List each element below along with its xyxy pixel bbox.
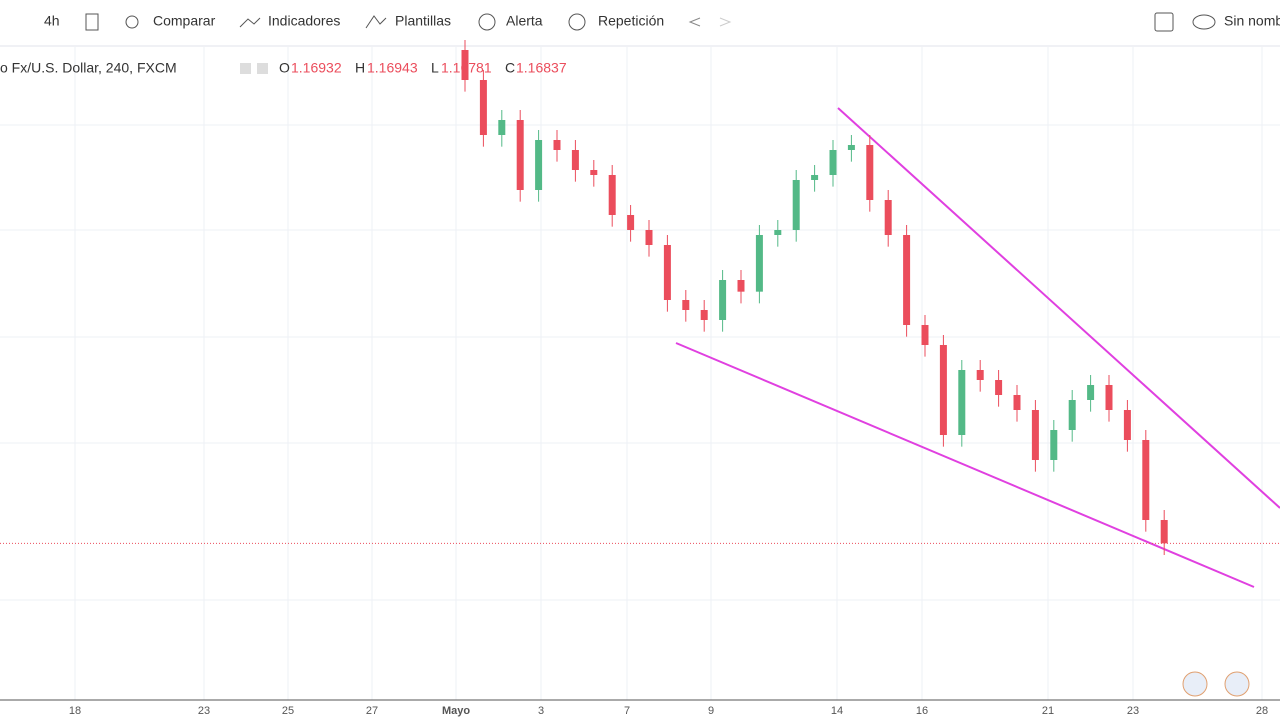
replay-icon [568, 13, 586, 31]
interval-button[interactable]: 4h [44, 13, 60, 29]
ohlc-value: 1.16932 [291, 60, 342, 76]
candle-body [884, 200, 892, 235]
alert-icon [478, 13, 496, 31]
x-tick-label: 25 [282, 705, 294, 717]
legend-icon[interactable] [240, 63, 251, 74]
chart-style-icon[interactable] [85, 13, 99, 31]
candle-body [1123, 410, 1131, 440]
candle-body [1013, 395, 1021, 410]
x-tick-label: 14 [831, 705, 843, 717]
x-tick-label: 9 [708, 705, 714, 717]
candle-body [516, 120, 524, 190]
alert-button[interactable]: Alerta [506, 13, 543, 29]
x-tick-label: 23 [1127, 705, 1139, 717]
undo-button[interactable] [688, 17, 701, 27]
candle-body [627, 215, 635, 230]
x-tick-label: 21 [1042, 705, 1054, 717]
compare-button[interactable]: Comparar [153, 13, 216, 29]
candle-body [1031, 410, 1039, 460]
candle-body [1087, 385, 1095, 400]
x-tick-label: 28 [1256, 705, 1268, 717]
layout-name[interactable]: Sin nomb [1224, 13, 1280, 29]
candle-body [535, 140, 543, 190]
fullscreen-button[interactable] [1154, 12, 1174, 32]
ohlc-label: O [279, 60, 290, 76]
candle-body [700, 310, 708, 320]
templates-button[interactable]: Plantillas [395, 13, 451, 29]
ohlc-value: 1.16943 [367, 60, 418, 76]
candle-body [663, 245, 671, 300]
toolbar [0, 0, 1280, 46]
candle-body [1068, 400, 1076, 430]
ohlc-label: H [355, 60, 365, 76]
candle-body [774, 230, 782, 235]
trend-line[interactable] [837, 107, 1280, 509]
candle-body [1105, 385, 1113, 410]
event-icon[interactable] [1224, 671, 1250, 697]
x-tick-label: Mayo [442, 705, 470, 717]
x-tick-label: 23 [198, 705, 210, 717]
candle-body [608, 175, 616, 215]
ohlc-label: L [431, 60, 439, 76]
x-tick-label: 7 [624, 705, 630, 717]
cloud-icon [1192, 14, 1216, 30]
x-tick-label: 16 [916, 705, 928, 717]
grid [0, 47, 1280, 700]
candle-body [479, 80, 487, 135]
candle-body [1160, 520, 1168, 544]
candle-body [958, 370, 966, 435]
candle-body [645, 230, 653, 245]
symbol-title: o Fx/U.S. Dollar, 240, FXCM [0, 60, 177, 76]
candle-body [590, 170, 598, 175]
legend-icon[interactable] [257, 63, 268, 74]
ohlc-label: C [505, 60, 515, 76]
candle-body [682, 300, 690, 310]
trend-line[interactable] [675, 342, 1255, 588]
x-tick-label: 18 [69, 705, 81, 717]
indicators-icon [239, 17, 261, 28]
candle-body [866, 145, 874, 200]
candle-body [719, 280, 727, 320]
candle-body [811, 175, 819, 180]
candle-body [571, 150, 579, 170]
templates-icon [365, 15, 387, 29]
replay-button[interactable]: Repetición [598, 13, 664, 29]
candle-body [921, 325, 929, 345]
candle-body [737, 280, 745, 292]
candle-body [847, 145, 855, 150]
indicators-button[interactable]: Indicadores [268, 13, 340, 29]
candle-body [461, 50, 469, 80]
candle-body [939, 345, 947, 435]
candle-body [1142, 440, 1150, 520]
candle-body [976, 370, 984, 380]
candle-body [903, 235, 911, 325]
x-tick-label: 3 [538, 705, 544, 717]
candle-body [498, 120, 506, 135]
event-icon[interactable] [1182, 671, 1208, 697]
x-tick-label: 27 [366, 705, 378, 717]
compare-icon [125, 15, 139, 29]
redo-button[interactable] [719, 17, 732, 27]
candle-body [792, 180, 800, 230]
ohlc-value: 1.16837 [516, 60, 567, 76]
candle-body [829, 150, 837, 175]
candle-body [995, 380, 1003, 395]
candle-body [553, 140, 561, 150]
candle-body [755, 235, 763, 292]
candle-body [1050, 430, 1058, 460]
